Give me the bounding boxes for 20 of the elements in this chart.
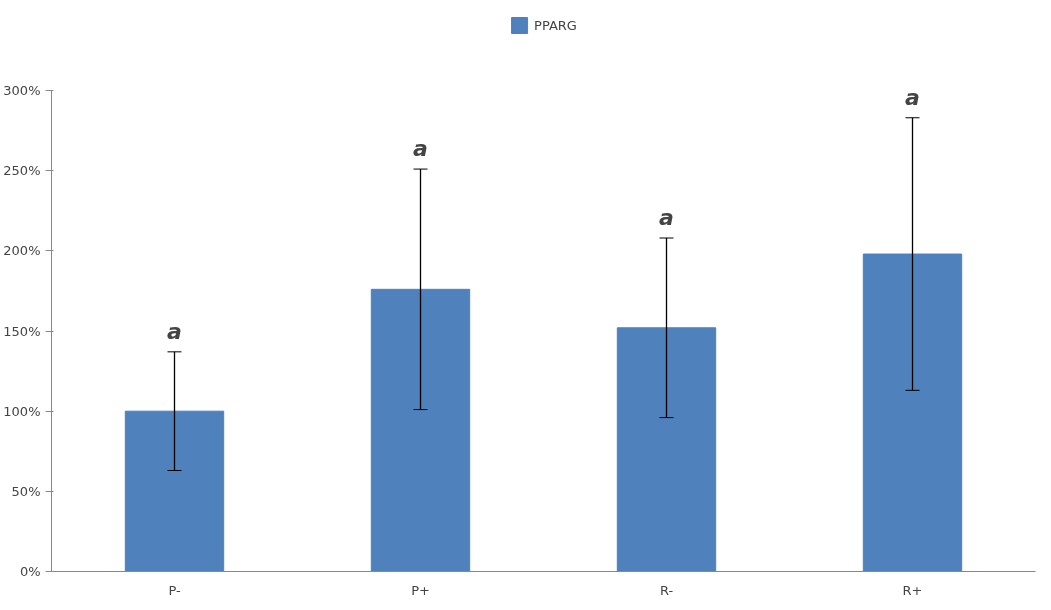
y-tick-label: 250% — [3, 163, 41, 179]
annotation: a — [905, 84, 920, 110]
y-tick-label: 300% — [3, 83, 41, 98]
bar — [370, 288, 471, 572]
bar — [616, 327, 717, 572]
legend-label: PPARG — [534, 17, 577, 33]
x-tick-label: R- — [659, 582, 674, 598]
annotation: a — [167, 318, 182, 344]
x-tick-label: R+ — [902, 582, 923, 598]
x-tick-label: P- — [168, 582, 181, 598]
x-tick-label: P+ — [411, 582, 430, 598]
y-tick-label: 150% — [3, 323, 41, 339]
y-tick-label: 0% — [19, 564, 41, 579]
y-tick-label: 200% — [3, 243, 41, 259]
y-tick-label: 100% — [3, 403, 41, 419]
bar — [124, 410, 225, 572]
y-tick-label: 50% — [11, 483, 41, 499]
bar — [862, 253, 963, 572]
annotation: a — [659, 205, 674, 231]
annotation: a — [413, 136, 428, 162]
